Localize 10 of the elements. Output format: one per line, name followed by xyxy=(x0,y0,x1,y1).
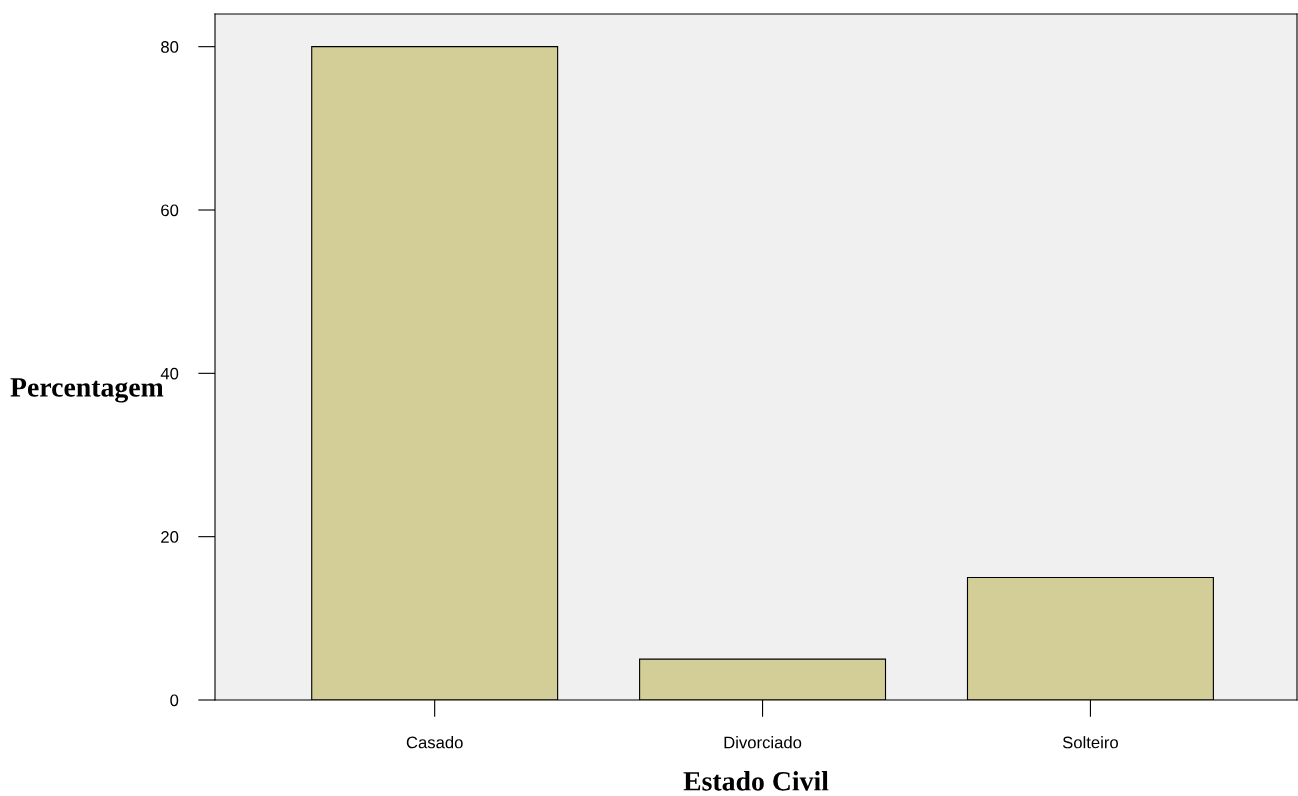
x-tick-label: Divorciado xyxy=(724,736,802,749)
y-tick-label: 60 xyxy=(161,204,179,217)
y-tick-label: 20 xyxy=(161,531,179,543)
x-tick-label: Solteiro xyxy=(1062,736,1118,749)
x-axis-title: Estado Civil xyxy=(683,771,829,791)
y-tick-label: 0 xyxy=(170,694,179,707)
y-tick-label: 80 xyxy=(161,41,179,53)
y-tick-label: 40 xyxy=(160,367,179,380)
x-tick-label: Casado xyxy=(406,736,463,749)
y-axis-title: Percentagem xyxy=(10,378,164,403)
